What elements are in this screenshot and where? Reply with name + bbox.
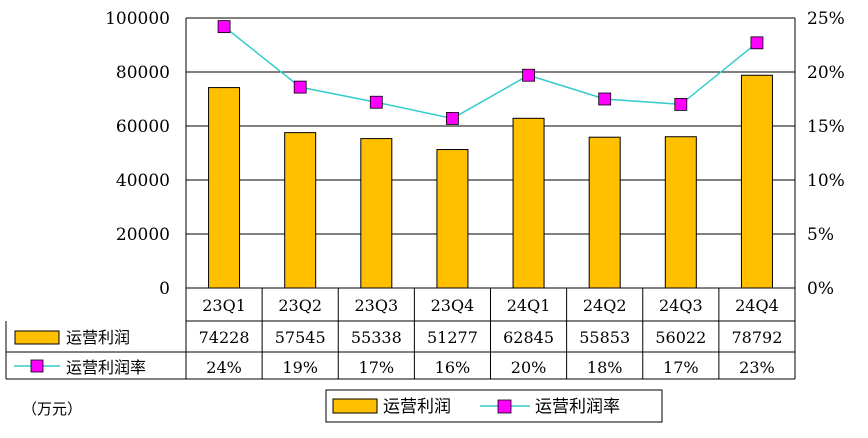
profit-value-24Q3: 56022	[655, 328, 706, 347]
profit-value-23Q4: 51277	[427, 328, 478, 347]
right-tick-label: 5%	[807, 225, 834, 245]
margin-key-marker	[30, 359, 44, 373]
profit-value-23Q1: 74228	[199, 328, 250, 347]
right-tick-label: 0%	[807, 279, 834, 299]
margin-marker-23Q4	[446, 112, 459, 125]
bar-24Q2	[588, 136, 621, 289]
profit-value-23Q3: 55338	[351, 328, 402, 347]
bar-23Q2	[284, 132, 317, 289]
profit-value-24Q4: 78792	[731, 328, 782, 347]
margin-series-line	[223, 26, 758, 120]
left-tick-label: 80000	[116, 63, 170, 83]
margin-marker-24Q3	[674, 98, 688, 111]
margin-value-23Q3: 17%	[359, 358, 395, 377]
left-axis-ticks: 0 20000 40000 60000 80000 100000	[105, 9, 170, 299]
left-tick-label: 100000	[105, 9, 170, 29]
margin-marker-23Q3	[369, 95, 383, 109]
bar-24Q3	[664, 136, 697, 289]
bar-24Q1	[512, 117, 545, 289]
legend-profit-swatch	[332, 398, 378, 414]
category-label-23Q1: 23Q1	[202, 296, 246, 315]
profit-key-swatch	[14, 330, 60, 345]
data-table: 23Q1 74228 24% 23Q2 57545 19% 23Q3 55338 17% 23Q4…	[5, 288, 796, 380]
category-label-23Q2: 23Q2	[278, 296, 322, 315]
margin-line	[217, 20, 764, 125]
margin-value-23Q1: 24%	[206, 358, 242, 377]
category-label-24Q1: 24Q1	[507, 296, 551, 315]
margin-value-24Q3: 17%	[663, 358, 699, 377]
gridlines	[186, 17, 795, 235]
category-label-24Q4: 24Q4	[735, 296, 779, 315]
left-tick-label: 0	[159, 279, 170, 299]
margin-marker-24Q2	[598, 92, 612, 106]
axes	[185, 18, 796, 289]
margin-value-24Q4: 23%	[739, 358, 775, 377]
category-label-23Q4: 23Q4	[431, 296, 475, 315]
profit-bars	[208, 74, 773, 289]
right-tick-label: 20%	[807, 63, 845, 83]
legend-margin-label: 运营利润率	[535, 397, 620, 417]
right-axis-ticks: 0% 5% 10% 15% 20% 25%	[807, 9, 845, 299]
legend-margin-marker	[497, 399, 512, 414]
bar-23Q4	[436, 149, 469, 289]
right-tick-label: 10%	[807, 171, 845, 191]
profit-value-24Q1: 62845	[503, 328, 554, 347]
legend: 运营利润 运营利润率	[325, 389, 663, 423]
category-label-23Q3: 23Q3	[354, 296, 398, 315]
margin-marker-23Q2	[293, 80, 307, 94]
profit-value-24Q2: 55853	[579, 328, 630, 347]
category-label-24Q2: 24Q2	[583, 296, 627, 315]
margin-value-24Q2: 18%	[587, 358, 623, 377]
bar-23Q1	[208, 87, 241, 289]
margin-marker-24Q4	[750, 36, 764, 50]
bar-23Q3	[360, 138, 393, 289]
bar-24Q4	[740, 74, 773, 289]
profit-value-23Q2: 57545	[275, 328, 326, 347]
margin-value-23Q2: 19%	[282, 358, 318, 377]
margin-marker-23Q1	[217, 20, 231, 34]
margin-row-label: 运营利润率	[66, 358, 146, 377]
right-tick-label: 15%	[807, 117, 845, 137]
legend-profit-label: 运营利润	[383, 397, 451, 417]
left-tick-label: 60000	[116, 117, 170, 137]
margin-value-23Q4: 16%	[435, 358, 471, 377]
unit-label: （万元）	[22, 400, 82, 418]
profit-row-label: 运营利润	[66, 328, 130, 347]
margin-value-24Q1: 20%	[511, 358, 547, 377]
margin-marker-24Q1	[522, 68, 535, 82]
right-tick-label: 25%	[807, 9, 845, 29]
left-tick-label: 20000	[116, 225, 170, 245]
left-tick-label: 40000	[116, 171, 170, 191]
category-label-24Q3: 24Q3	[659, 296, 703, 315]
